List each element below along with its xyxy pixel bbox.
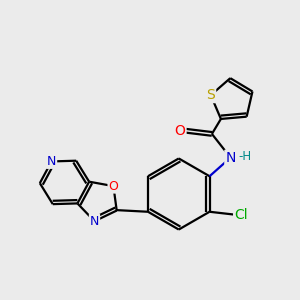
Text: S: S [206, 88, 215, 102]
Text: O: O [175, 124, 185, 137]
Text: N: N [225, 151, 236, 165]
Text: -H: -H [238, 150, 251, 164]
Text: N: N [90, 215, 99, 228]
Text: O: O [109, 180, 118, 193]
Text: Cl: Cl [234, 208, 248, 222]
Text: N: N [47, 155, 56, 168]
